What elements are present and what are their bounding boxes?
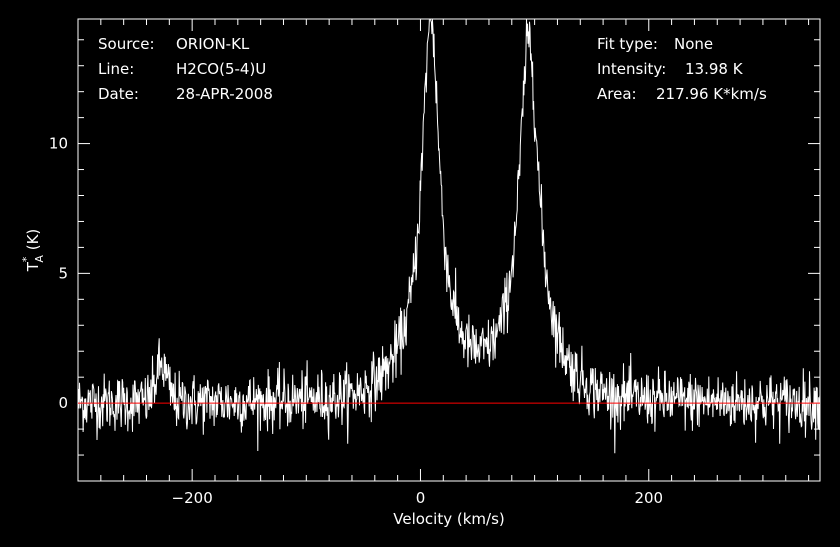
x-tick-label: 0 bbox=[416, 489, 426, 507]
y-tick-label: 10 bbox=[49, 135, 68, 153]
x-tick-label: −200 bbox=[172, 489, 213, 507]
y-tick-label: 0 bbox=[58, 394, 68, 412]
svg-text:T*A (K): T*A (K) bbox=[20, 229, 46, 273]
line-value: H2CO(5-4)U bbox=[176, 60, 267, 78]
line-label: Line: bbox=[98, 60, 135, 78]
x-ticks: −200 0 200 bbox=[77, 19, 810, 507]
area-label: Area: bbox=[597, 85, 637, 103]
fit-type-value: None bbox=[674, 35, 714, 53]
x-axis-label: Velocity (km/s) bbox=[393, 510, 504, 528]
area-value: 217.96 K*km/s bbox=[656, 85, 767, 103]
spectrum-line bbox=[77, 18, 821, 454]
y-ticks: 0 5 10 bbox=[49, 39, 820, 482]
y-axis-label: T*A (K) bbox=[20, 229, 46, 273]
source-label: Source: bbox=[98, 35, 155, 53]
x-tick-label: 200 bbox=[634, 489, 663, 507]
date-label: Date: bbox=[98, 85, 139, 103]
intensity-label: Intensity: bbox=[597, 60, 667, 78]
plot-frame bbox=[77, 18, 821, 482]
fit-type-label: Fit type: bbox=[597, 35, 658, 53]
source-value: ORION-KL bbox=[176, 35, 250, 53]
y-tick-label: 5 bbox=[58, 264, 68, 282]
intensity-value: 13.98 K bbox=[685, 60, 743, 78]
date-value: 28-APR-2008 bbox=[176, 85, 273, 103]
